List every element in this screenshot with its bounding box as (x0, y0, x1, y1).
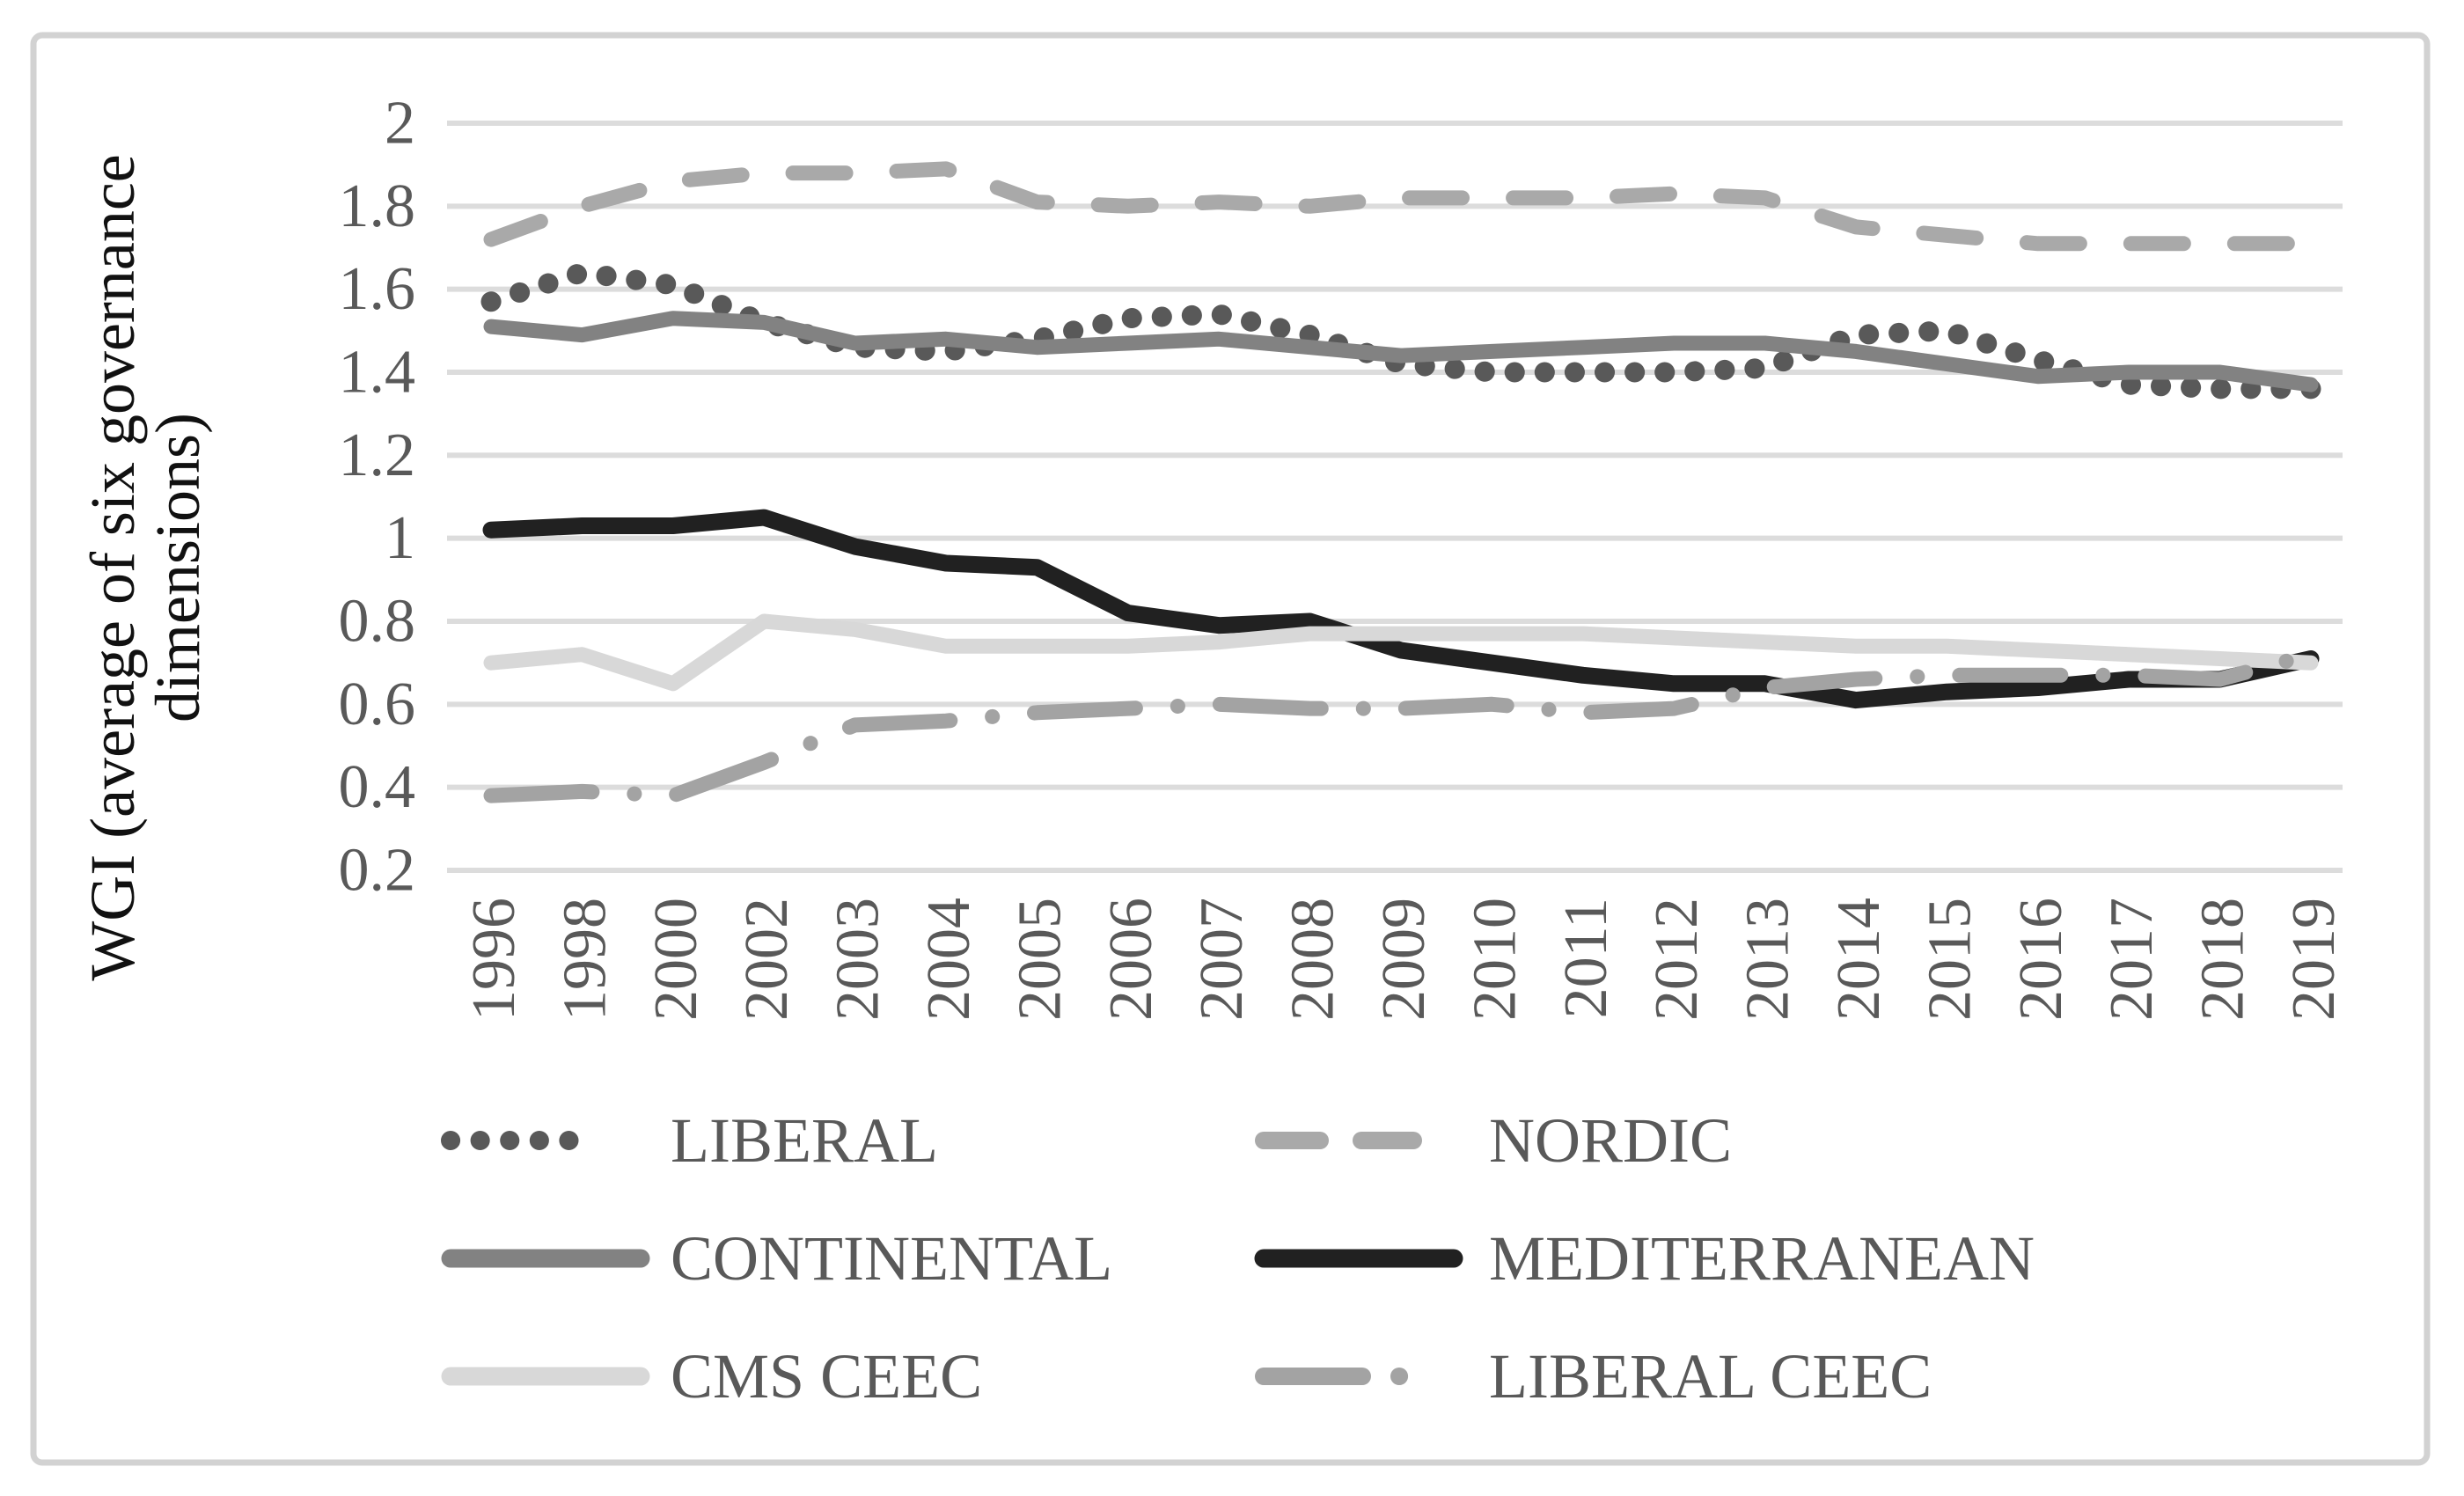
x-axis-tick-labels: 1996 1998 2000 2002 2003 2004 2005 2006 2007 2008… (460, 898, 2348, 1021)
y-tick-label: 0.4 (339, 753, 416, 821)
legend-item-liberal: LIBERAL (441, 1105, 938, 1176)
x-tick-label: 2002 (733, 898, 801, 1021)
chart-frame (30, 32, 2431, 1466)
y-axis-tick-labels: 2 1.8 1.6 1.4 1.2 1 0.8 0.6 0.4 0.2 (339, 90, 416, 905)
x-tick-label: 2012 (1643, 898, 1711, 1021)
x-tick-label: 2008 (1280, 898, 1347, 1021)
y-tick-label: 2 (385, 90, 415, 158)
series-liberal (480, 262, 2321, 400)
x-tick-label: 2017 (2098, 898, 2166, 1021)
y-tick-label: 1.8 (339, 172, 416, 240)
legend-item-nordic: NORDIC (1255, 1105, 1732, 1176)
y-tick-label: 1.4 (339, 339, 416, 407)
series-nordic (483, 161, 2319, 252)
y-tick-label: 1.6 (339, 255, 416, 323)
legend-item-continental: CONTINENTAL (441, 1223, 1112, 1294)
y-tick-label: 1 (385, 504, 415, 572)
y-tick-label: 0.6 (339, 671, 416, 738)
y-axis-title-line-1: WGI (average of six governance (77, 154, 148, 981)
x-tick-label: 2016 (2007, 898, 2075, 1021)
legend-label: LIBERAL CEEC (1489, 1341, 1932, 1412)
y-tick-label: 1.2 (339, 422, 416, 489)
legend: LIBERAL NORDIC CONTINENTAL MEDITERRANEAN CMS… (441, 1105, 2035, 1412)
x-tick-label: 1996 (460, 898, 528, 1021)
series-cms-ceec (483, 613, 2319, 692)
x-tick-label: 2006 (1097, 898, 1165, 1021)
x-tick-label: 2007 (1188, 898, 1256, 1021)
y-axis-title-line-2: dimensions) (143, 413, 213, 722)
legend-label: CONTINENTAL (671, 1223, 1112, 1294)
x-tick-label: 2018 (2189, 898, 2257, 1021)
x-tick-label: 2005 (1006, 898, 1074, 1021)
x-tick-label: 2000 (642, 898, 710, 1021)
legend-item-liberal-ceec: LIBERAL CEEC (1255, 1341, 1932, 1412)
series-lines (480, 161, 2321, 803)
x-tick-label: 2011 (1552, 898, 1620, 1018)
series-continental (483, 311, 2319, 392)
legend-item-mediterranean: MEDITERRANEAN (1254, 1223, 2035, 1294)
x-tick-label: 2015 (1916, 898, 1984, 1021)
x-tick-label: 2004 (915, 898, 983, 1021)
x-tick-label: 1998 (551, 898, 619, 1021)
legend-item-cms-ceec: CMS CEEC (441, 1341, 982, 1412)
y-tick-label: 0.2 (339, 837, 416, 905)
x-tick-label: 2003 (825, 898, 892, 1021)
y-tick-label: 0.8 (339, 588, 416, 656)
x-tick-label: 2019 (2280, 898, 2348, 1021)
x-tick-label: 2010 (1461, 898, 1529, 1021)
x-tick-label: 2009 (1370, 898, 1438, 1021)
series-mediterranean (482, 509, 2320, 709)
legend-label: NORDIC (1489, 1105, 1732, 1176)
legend-label: CMS CEEC (671, 1341, 982, 1412)
legend-label: MEDITERRANEAN (1489, 1223, 2035, 1294)
x-tick-label: 2013 (1734, 898, 1802, 1021)
legend-label: LIBERAL (671, 1105, 938, 1176)
series-liberal-ceec (483, 647, 2319, 803)
x-tick-label: 2014 (1825, 898, 1893, 1021)
